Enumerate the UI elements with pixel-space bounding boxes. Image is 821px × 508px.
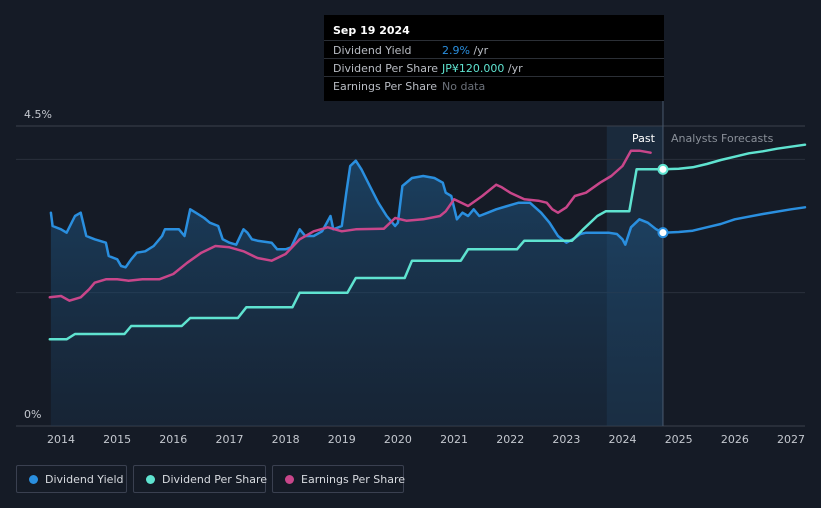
- x-tick-label-2019: 2019: [328, 433, 356, 446]
- dividend-per-share-forecast-line: [661, 143, 807, 171]
- tooltip-unit: /yr: [469, 44, 489, 57]
- forecast-label: Analysts Forecasts: [671, 132, 774, 145]
- x-tick-label-2018: 2018: [272, 433, 300, 446]
- legend-dot-icon: [29, 475, 38, 484]
- tooltip-date: Sep 19 2024: [333, 24, 410, 37]
- legend-label: Dividend Per Share: [162, 473, 268, 486]
- dividend-yield-forecast-line: [661, 206, 807, 234]
- x-tick-label-2026: 2026: [721, 433, 749, 446]
- tooltip-row-earnings-per-share: Earnings Per Share No data: [324, 76, 664, 95]
- legend-dot-icon: [146, 475, 155, 484]
- x-tick-label-2017: 2017: [215, 433, 243, 446]
- y-tick-label: 0%: [24, 408, 41, 421]
- past-label: Past: [632, 132, 656, 145]
- x-tick-label-2020: 2020: [384, 433, 412, 446]
- dividend-per-share-marker: [657, 163, 669, 175]
- x-tick-label-2023: 2023: [552, 433, 580, 446]
- x-tick-label-2015: 2015: [103, 433, 131, 446]
- x-tick-label-2025: 2025: [665, 433, 693, 446]
- tooltip-label: Dividend Per Share: [333, 62, 439, 75]
- legend-item-earnings-per-share[interactable]: Earnings Per Share: [272, 465, 406, 493]
- dividend-yield-marker: [657, 227, 669, 239]
- tooltip-label: Earnings Per Share: [333, 80, 438, 93]
- dividend-per-share-line: [48, 168, 665, 341]
- hover-tooltip: Sep 19 2024 Dividend Yield 2.9% /yr Divi…: [324, 15, 664, 101]
- tooltip-value: JP¥120.000: [442, 62, 505, 75]
- tooltip-row-dividend-yield: Dividend Yield 2.9% /yr: [324, 40, 664, 59]
- x-tick-label-2014: 2014: [47, 433, 75, 446]
- x-tick-label-2021: 2021: [440, 433, 468, 446]
- legend-item-dividend-yield[interactable]: Dividend Yield: [16, 465, 127, 493]
- legend-item-dividend-per-share[interactable]: Dividend Per Share: [133, 465, 268, 493]
- tooltip-row-dividend-per-share: Dividend Per Share JP¥120.000 /yr: [324, 58, 664, 77]
- legend-label: Dividend Yield: [45, 473, 124, 486]
- x-tick-label-2016: 2016: [159, 433, 187, 446]
- x-tick-label-2024: 2024: [609, 433, 637, 446]
- x-tick-label-2022: 2022: [496, 433, 524, 446]
- tooltip-label: Dividend Yield: [333, 44, 412, 57]
- dividend-yield-line: [49, 159, 665, 269]
- tooltip-value: No data: [442, 80, 486, 93]
- tooltip-value: 2.9%: [442, 44, 470, 57]
- tooltip-unit: /yr: [504, 62, 523, 75]
- x-tick-label-2027: 2027: [777, 433, 805, 446]
- legend-label: Earnings Per Share: [301, 473, 406, 486]
- earnings-per-share-line: [48, 149, 652, 302]
- legend-dot-icon: [285, 475, 294, 484]
- dividend-yield-area: [50, 160, 663, 426]
- y-tick-label: 4.5%: [24, 108, 52, 121]
